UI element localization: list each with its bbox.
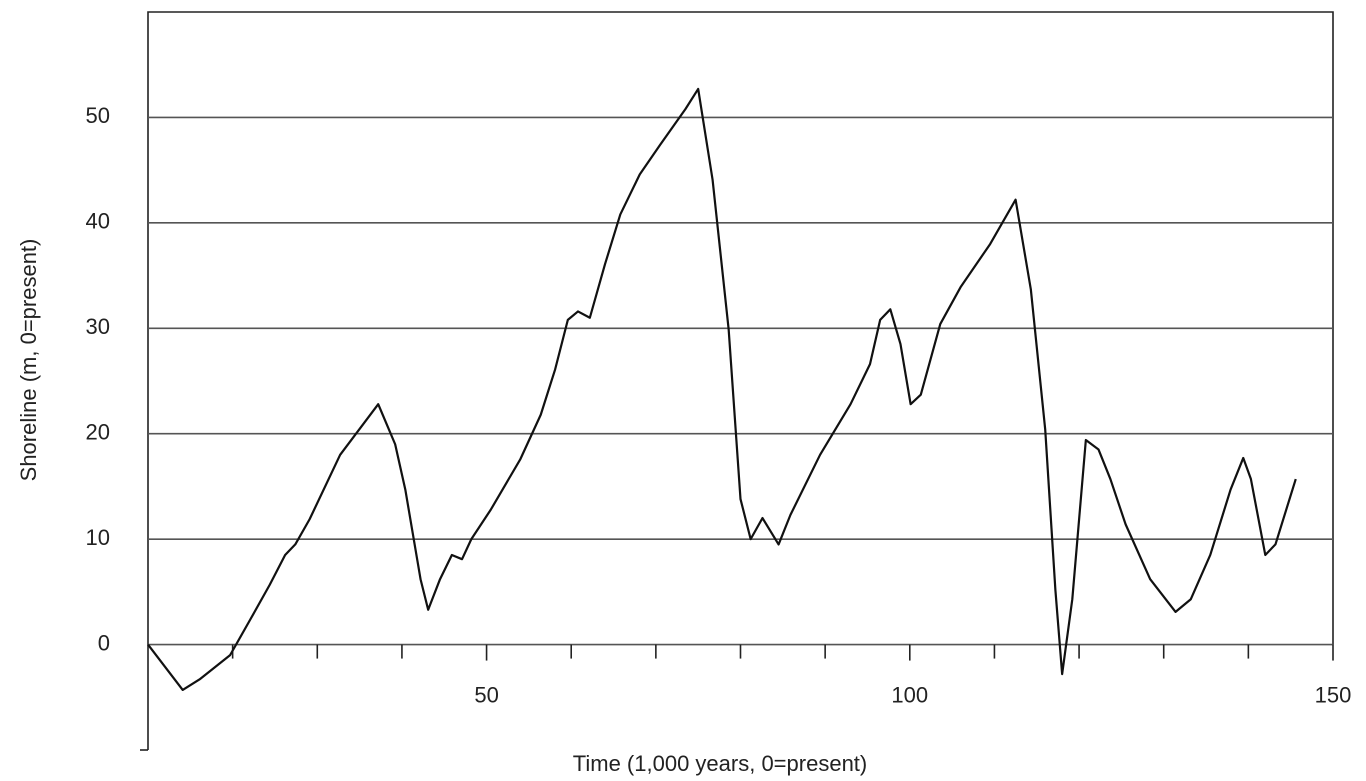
x-tick-label: 100 [891, 682, 928, 707]
y-tick-label: 40 [86, 209, 110, 234]
data-line [147, 87, 1297, 692]
y-tick-label: 0 [98, 630, 110, 655]
x-tick-label: 150 [1315, 682, 1352, 707]
y-tick-label: 30 [86, 314, 110, 339]
plot-frame [147, 11, 1334, 750]
y-tick-label: 20 [86, 420, 110, 445]
y-axis-title: Shoreline (m, 0=present) [16, 239, 41, 482]
y-tick-label: 10 [86, 525, 110, 550]
x-axis-title: Time (1,000 years, 0=present) [573, 751, 868, 776]
y-tick-label: 50 [86, 103, 110, 128]
x-tick-label: 50 [474, 682, 498, 707]
